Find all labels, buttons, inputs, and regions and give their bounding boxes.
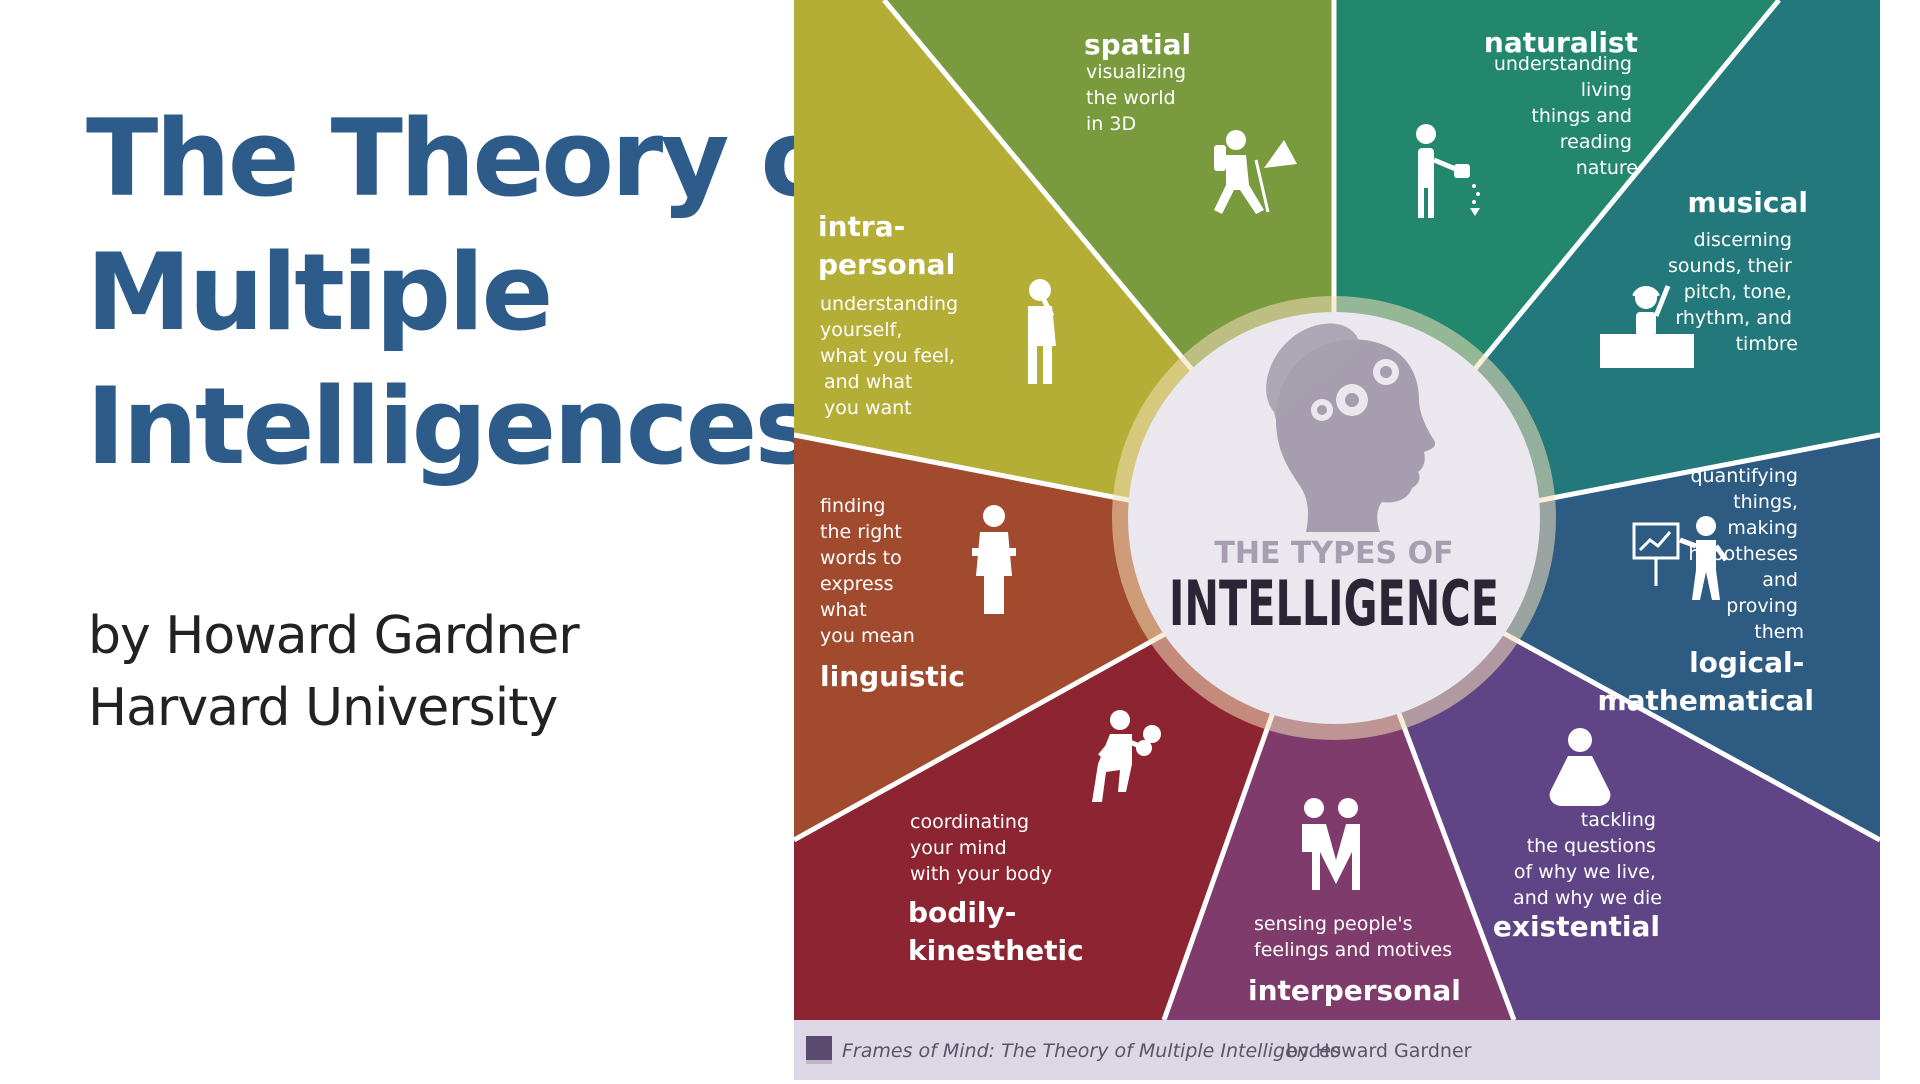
desc-bodily-kinesthetic: coordinating your mind with your body <box>910 811 1052 885</box>
center-heading-large: INTELLIGENCE <box>1169 567 1499 640</box>
desc-musical: discerning sounds, their pitch, tone, rh… <box>1668 229 1798 355</box>
label-logical-mathematical: logical- mathematical <box>1597 646 1814 717</box>
thinking-person-icon <box>1028 279 1056 384</box>
byline: by Howard Gardner Harvard University <box>88 600 580 744</box>
label-spatial: spatial <box>1084 28 1191 61</box>
footer-bar <box>794 1020 1880 1080</box>
boxer-icon <box>1092 710 1161 802</box>
hiker-icon <box>1214 130 1297 214</box>
two-people-icon <box>1302 798 1360 890</box>
presenter-icon <box>1632 516 1729 600</box>
desc-existential: tackling the questions of why we live, a… <box>1513 809 1662 909</box>
label-bodily-kinesthetic: bodily- kinesthetic <box>908 896 1084 967</box>
dj-icon <box>1600 285 1694 368</box>
intelligence-infographic: THE TYPES OF INTELLIGENCE spatial visual… <box>792 0 1882 1080</box>
title-line-2: Multiple <box>86 231 553 354</box>
desc-linguistic: finding the right words to express what … <box>820 495 915 647</box>
desc-naturalist: understanding living things and reading … <box>1494 53 1638 179</box>
head-gears-icon <box>1266 323 1436 532</box>
page-title: The Theory of Multiple Intelligences <box>86 92 876 494</box>
book-icon <box>806 1036 832 1064</box>
label-existential: existential <box>1493 910 1660 943</box>
label-naturalist: naturalist <box>1484 26 1638 59</box>
desc-intra-personal: understanding yourself, what you feel, a… <box>820 293 964 419</box>
segment-interpersonal <box>1164 540 1514 1020</box>
footer-book-title: Frames of Mind: The Theory of Multiple I… <box>842 1040 1341 1062</box>
desc-spatial: visualizing the world in 3D <box>1086 61 1192 135</box>
meditation-icon <box>1549 728 1611 806</box>
watering-person-icon <box>1416 124 1480 218</box>
desc-interpersonal: sensing people's feelings and motives <box>1254 913 1452 961</box>
label-intra-personal: intra- personal <box>818 210 955 281</box>
title-line-3: Intelligences <box>86 365 818 488</box>
center-heading-small: THE TYPES OF <box>1214 536 1453 571</box>
label-interpersonal: interpersonal <box>1248 974 1461 1007</box>
speaker-podium-icon <box>972 505 1016 614</box>
label-linguistic: linguistic <box>820 660 965 693</box>
label-musical: musical <box>1688 186 1808 219</box>
institution-name: Harvard University <box>88 678 558 738</box>
title-line-1: The Theory of <box>86 97 876 220</box>
footer-author: by Howard Gardner <box>1286 1040 1472 1062</box>
author-name: by Howard Gardner <box>88 606 580 666</box>
